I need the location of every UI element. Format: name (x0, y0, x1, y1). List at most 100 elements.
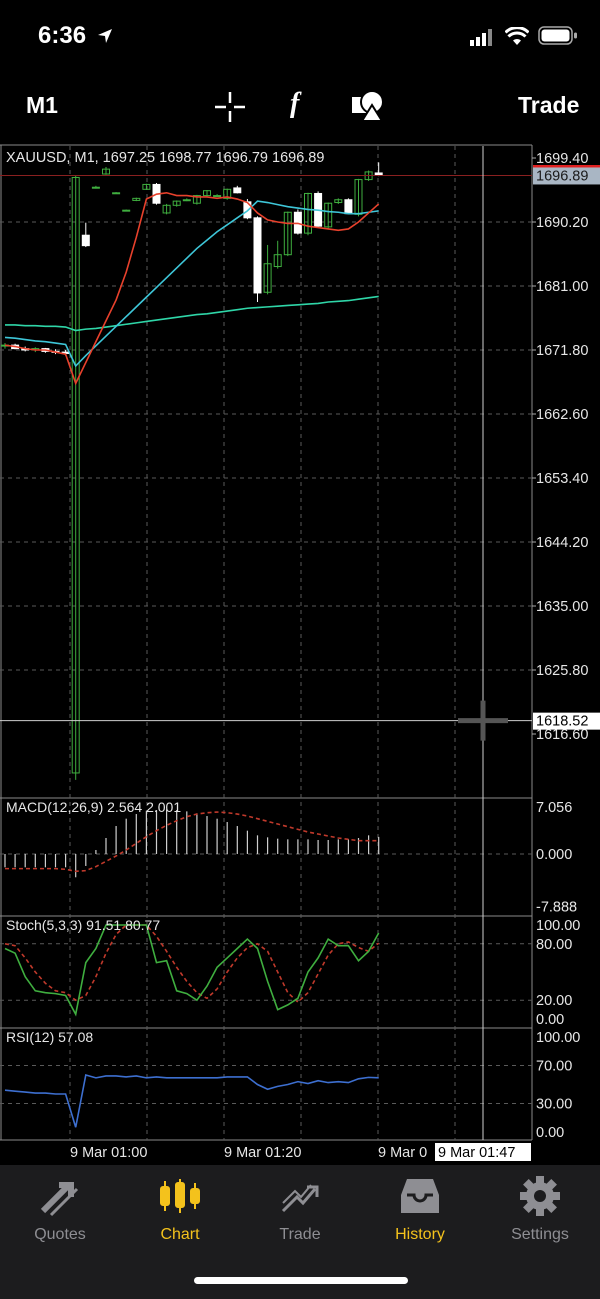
price-tick-label: 1625.80 (536, 663, 588, 679)
status-bar: 6:36 (0, 0, 600, 70)
price-tick-label: 1653.40 (536, 471, 588, 487)
candle (324, 202, 333, 229)
time-tick-label: 9 Mar 0 (378, 1145, 427, 1161)
candle-body (273, 254, 282, 268)
tab-trade[interactable]: Trade (240, 1175, 360, 1244)
price-chart[interactable]: 1699.40 1690.20 1681.00 1671.80 1662.60 1653.… (0, 0, 600, 1165)
stoch-tick-label: 20.00 (536, 993, 572, 1009)
candle-body (344, 199, 353, 215)
candle (182, 198, 191, 202)
candle-body (102, 168, 110, 175)
trade-chart-icon (281, 1184, 319, 1213)
candle (122, 209, 131, 212)
crosshair-time-tag (435, 1143, 531, 1161)
home-indicator[interactable] (194, 1277, 408, 1284)
price-tick-label: 1699.40 (536, 151, 588, 167)
chart-toolbar: M1 f Trade (0, 80, 600, 135)
inbox-tray-icon (401, 1179, 439, 1213)
location-arrow-icon (98, 29, 112, 43)
candle-body (223, 188, 232, 199)
candle-body (162, 204, 171, 214)
candle (172, 200, 181, 207)
time-tick-label: 9 Mar 01:00 (70, 1145, 147, 1161)
price-tick-label: 1644.20 (536, 535, 588, 551)
candle (344, 198, 353, 215)
candle (102, 167, 110, 175)
candle-body (192, 195, 201, 204)
price-tick-label: 1690.20 (536, 215, 588, 231)
tab-history[interactable]: History (360, 1175, 480, 1244)
candle-body (91, 186, 100, 189)
rsi-tick-label: 0.00 (536, 1125, 564, 1141)
candle-body (334, 199, 343, 204)
stoch-tick-label: 0.00 (536, 1012, 564, 1028)
candle (314, 191, 323, 227)
candle-body (132, 197, 141, 201)
price-tick-label: 1681.00 (536, 279, 588, 295)
macd-tick-label: 7.056 (536, 800, 572, 816)
candle-body (142, 183, 151, 190)
price-tick-label: 1662.60 (536, 407, 588, 423)
macd-tick-label: -7.888 (536, 900, 577, 916)
tab-quotes[interactable]: Quotes (0, 1175, 120, 1244)
candle-body (324, 202, 333, 228)
rsi-label: RSI(12) 57.08 (6, 1029, 93, 1045)
crosshair-price-label: 1618.52 (536, 714, 588, 730)
candle (132, 197, 141, 202)
candle (263, 244, 272, 295)
crosshair-icon[interactable] (213, 90, 247, 124)
macd-tick-label: 0.000 (536, 847, 572, 863)
stoch-tick-label: 80.00 (536, 937, 572, 953)
candle (304, 192, 312, 236)
tab-chart[interactable]: Chart (120, 1175, 240, 1244)
candle-body (304, 192, 312, 234)
stoch-signal-line (4, 924, 380, 1004)
battery-icon (538, 26, 577, 45)
candle (91, 185, 100, 189)
mid-moving-average-line (4, 200, 379, 368)
tab-settings[interactable]: Settings (480, 1175, 600, 1244)
slow-moving-average-line (5, 295, 379, 332)
stoch-label: Stoch(5,3,3) 91.51 80.77 (6, 917, 160, 933)
crosshair-price-tag (533, 712, 600, 730)
price-tick-label: 1635.00 (536, 599, 588, 615)
candle-body (112, 192, 121, 195)
stoch-main-line (4, 924, 380, 1017)
candle (293, 209, 302, 235)
candle-body (283, 211, 292, 256)
signal-icon (470, 29, 492, 46)
macd-label: MACD(12,26,9) 2.564 2.001 (6, 799, 181, 815)
candle (354, 178, 363, 217)
candle (223, 188, 232, 200)
fast-moving-average-line (4, 191, 380, 386)
clock: 6:36 (38, 22, 87, 49)
candle (374, 162, 383, 177)
candle (112, 192, 121, 195)
timeframe-button[interactable]: M1 (26, 92, 58, 118)
candle (71, 175, 80, 780)
bottom-tab-bar: Quotes Chart Trade History Settings (0, 1165, 600, 1299)
rsi-tick-label: 70.00 (536, 1059, 572, 1075)
candle-body (213, 195, 222, 198)
macd-signal-line (5, 811, 379, 873)
price-tick-label: 1616.60 (536, 727, 588, 743)
candle (162, 203, 171, 215)
trade-button[interactable]: Trade (518, 92, 580, 118)
wifi-icon (505, 27, 529, 45)
chart-grid (0, 144, 533, 1141)
candle-body (81, 234, 90, 247)
crosshair-handle-icon (458, 700, 508, 741)
candle (233, 185, 242, 194)
indicators-function-icon[interactable]: f (290, 88, 300, 119)
rsi-tick-label: 100.00 (536, 1030, 580, 1046)
stoch-tick-label: 100.00 (536, 918, 580, 934)
chart-header: XAUUSD, M1, 1697.25 1698.77 1696.79 1696… (6, 150, 324, 166)
candle-body (203, 190, 211, 197)
candlestick-icon (160, 1179, 200, 1213)
candle-body (263, 263, 272, 293)
candle (81, 222, 90, 248)
candle-body (172, 200, 181, 206)
objects-shapes-icon[interactable] (350, 89, 386, 123)
gear-icon (520, 1176, 560, 1216)
rsi-tick-label: 30.00 (536, 1097, 572, 1113)
